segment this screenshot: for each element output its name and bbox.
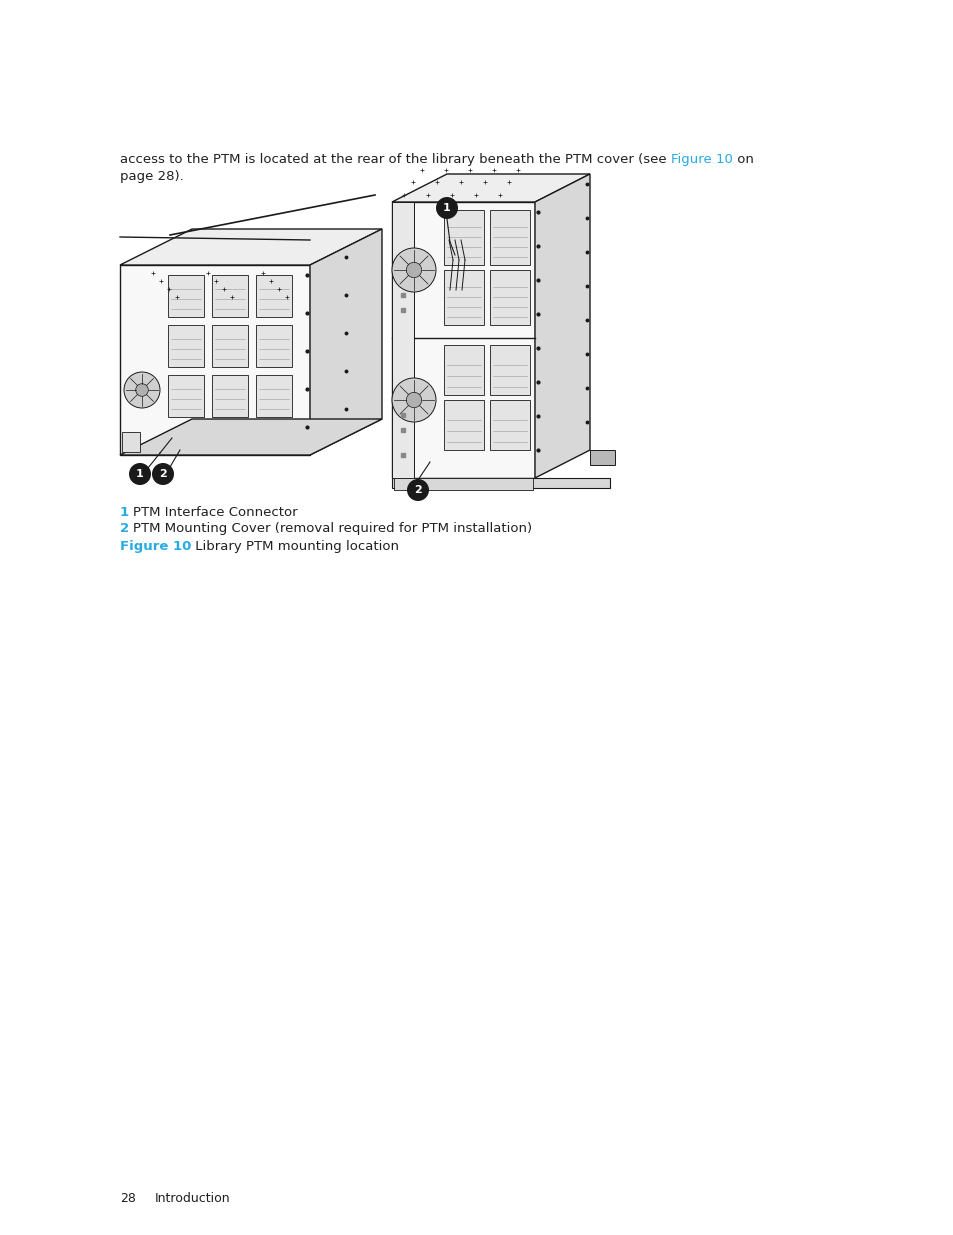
FancyBboxPatch shape <box>490 345 530 395</box>
FancyBboxPatch shape <box>394 478 533 490</box>
FancyBboxPatch shape <box>490 210 530 266</box>
FancyBboxPatch shape <box>490 400 530 450</box>
FancyBboxPatch shape <box>392 203 414 478</box>
Text: Library PTM mounting location: Library PTM mounting location <box>192 540 399 553</box>
Text: PTM Mounting Cover (removal required for PTM installation): PTM Mounting Cover (removal required for… <box>132 522 532 535</box>
FancyBboxPatch shape <box>443 400 483 450</box>
FancyBboxPatch shape <box>168 375 204 417</box>
FancyBboxPatch shape <box>255 375 292 417</box>
Polygon shape <box>120 228 381 266</box>
FancyBboxPatch shape <box>443 210 483 266</box>
Polygon shape <box>120 266 310 454</box>
Polygon shape <box>120 419 381 454</box>
Text: 1: 1 <box>120 506 129 519</box>
FancyBboxPatch shape <box>443 270 483 325</box>
FancyBboxPatch shape <box>212 275 248 317</box>
Text: 2: 2 <box>159 469 167 479</box>
Circle shape <box>407 479 429 501</box>
Circle shape <box>406 262 421 278</box>
Circle shape <box>392 378 436 422</box>
Polygon shape <box>392 203 535 478</box>
Circle shape <box>392 248 436 291</box>
Text: 2: 2 <box>414 485 421 495</box>
Circle shape <box>152 463 173 485</box>
FancyBboxPatch shape <box>255 275 292 317</box>
Text: Figure 10: Figure 10 <box>120 540 192 553</box>
Circle shape <box>124 372 160 408</box>
Circle shape <box>129 463 151 485</box>
Polygon shape <box>392 478 609 488</box>
FancyBboxPatch shape <box>122 432 140 452</box>
Text: access to the PTM is located at the rear of the library beneath the PTM cover (s: access to the PTM is located at the rear… <box>120 153 670 165</box>
FancyBboxPatch shape <box>168 275 204 317</box>
Text: 28: 28 <box>120 1192 135 1205</box>
Circle shape <box>436 198 457 219</box>
Text: 1: 1 <box>442 203 451 212</box>
FancyBboxPatch shape <box>443 345 483 395</box>
FancyBboxPatch shape <box>168 325 204 367</box>
Text: 1: 1 <box>136 469 144 479</box>
Circle shape <box>406 393 421 408</box>
Polygon shape <box>535 174 589 478</box>
FancyBboxPatch shape <box>212 325 248 367</box>
Text: on: on <box>732 153 753 165</box>
Text: Introduction: Introduction <box>154 1192 231 1205</box>
Text: PTM Interface Connector: PTM Interface Connector <box>132 506 297 519</box>
Polygon shape <box>589 450 615 466</box>
Text: 2: 2 <box>120 522 129 535</box>
FancyBboxPatch shape <box>255 325 292 367</box>
Polygon shape <box>310 228 381 454</box>
Polygon shape <box>392 174 589 203</box>
Circle shape <box>135 384 148 396</box>
FancyBboxPatch shape <box>212 375 248 417</box>
Text: Figure 10: Figure 10 <box>670 153 732 165</box>
FancyBboxPatch shape <box>490 270 530 325</box>
Text: page 28).: page 28). <box>120 170 184 183</box>
